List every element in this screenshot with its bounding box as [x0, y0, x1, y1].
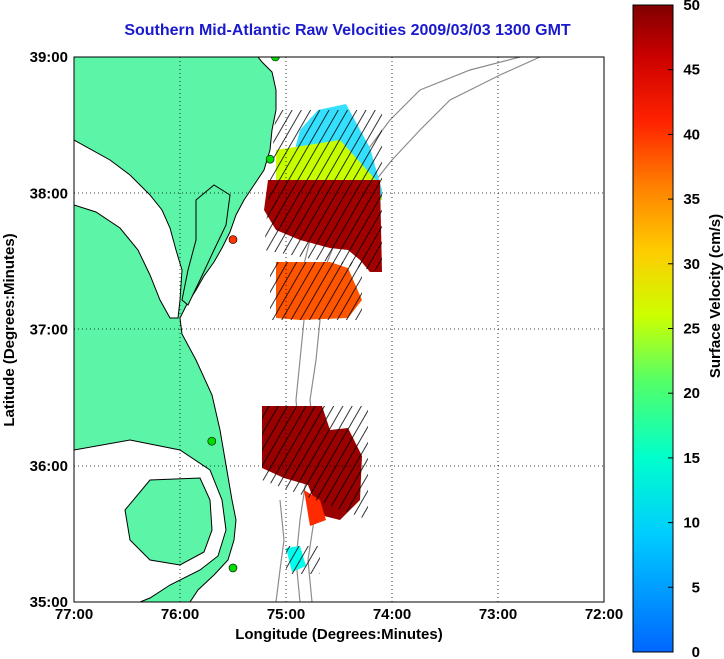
chesapeake-bay: [74, 139, 183, 319]
x-tick-label: 77:00: [55, 606, 93, 623]
radar-stations: [207, 57, 280, 573]
x-tick-label: 72:00: [585, 606, 623, 623]
radar-station-marker: [228, 235, 238, 244]
arrows-north: [264, 110, 382, 272]
arrows-south: [262, 406, 368, 520]
radar-station-marker: [207, 436, 217, 446]
chart-title: Southern Mid-Atlantic Raw Velocities 200…: [124, 22, 571, 39]
colorbar-tick-label: 10: [683, 515, 700, 532]
velocity-field: [262, 104, 382, 574]
x-tick-label: 76:00: [161, 606, 199, 623]
colorbar-tick-label: 35: [683, 191, 700, 208]
radar-station-marker: [228, 563, 238, 573]
x-tick-label: 73:00: [479, 606, 517, 623]
y-tick-label: 38:00: [30, 185, 68, 202]
colorbar-tick-label: 40: [683, 126, 700, 143]
y-tick-label: 37:00: [30, 322, 68, 339]
x-tick-label: 75:00: [267, 606, 305, 623]
colorbar: [632, 4, 674, 653]
x-tick-labels: 77:00 76:00 75:00 74:00 73:00 72:00: [55, 606, 623, 623]
colorbar-tick-label: 15: [683, 450, 700, 467]
colorbar-tick-label: 30: [683, 256, 700, 273]
colorbar-tick-label: 50: [683, 0, 700, 14]
outer-banks: [124, 477, 213, 566]
radar-station-marker: [271, 57, 280, 62]
grid: [74, 57, 604, 602]
colorbar-tick-label: 20: [683, 385, 700, 402]
y-tick-labels: 39:00 38:00 37:00 36:00 35:00: [30, 49, 68, 611]
colorbar-tick-label: 25: [683, 321, 700, 338]
x-tick-label: 74:00: [373, 606, 411, 623]
colorbar-tick-label: 45: [683, 62, 700, 79]
region-south-edge: [304, 490, 326, 526]
arrows-mid: [270, 262, 362, 320]
y-axis-label: Latitude (Degrees:Minutes): [1, 233, 18, 426]
colorbar-tick-label: 5: [692, 579, 700, 596]
x-axis-label: Longitude (Degrees:Minutes): [235, 626, 443, 643]
y-tick-label: 39:00: [30, 49, 68, 66]
arrows-cape: [286, 546, 320, 574]
eastern-shore: [181, 184, 231, 306]
colorbar-label: Surface Velocity (cm/s): [707, 214, 724, 378]
colorbar-tick-label: 0: [692, 644, 700, 659]
y-tick-label: 35:00: [30, 594, 68, 611]
radar-station-marker: [265, 154, 275, 164]
y-tick-label: 36:00: [30, 458, 68, 475]
